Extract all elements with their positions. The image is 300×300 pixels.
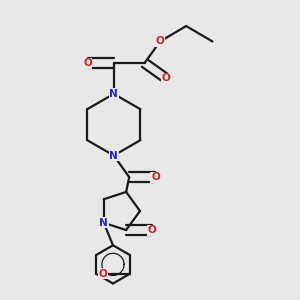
Text: O: O [151, 172, 160, 182]
Text: O: O [83, 58, 92, 68]
Text: N: N [110, 89, 118, 99]
Text: N: N [110, 151, 118, 160]
Text: O: O [148, 225, 157, 235]
Text: O: O [99, 269, 108, 279]
Text: O: O [162, 74, 171, 83]
Text: N: N [99, 218, 108, 228]
Text: O: O [156, 37, 164, 46]
